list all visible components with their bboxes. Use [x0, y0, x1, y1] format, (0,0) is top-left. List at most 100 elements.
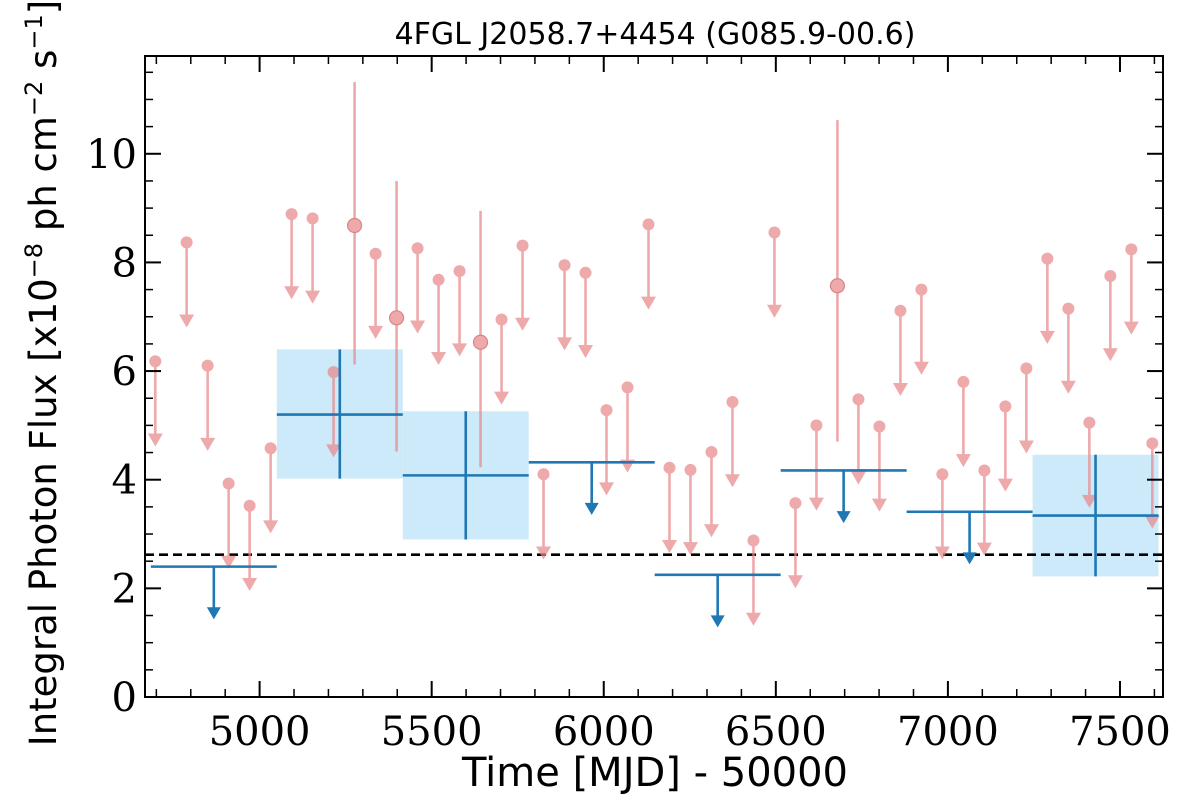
fine-ul-arrow	[1144, 515, 1160, 529]
fine-point	[472, 210, 489, 468]
fine-ul-arrow	[179, 314, 195, 328]
fine-ul-marker	[369, 247, 382, 260]
fine-ul-marker	[411, 242, 424, 255]
fine-ul-marker	[180, 236, 193, 249]
fine-point	[620, 381, 636, 473]
fine-point	[305, 212, 321, 304]
fine-ul-arrow	[557, 337, 573, 351]
fine-ul-marker	[978, 464, 991, 477]
fine-ul-marker	[726, 396, 739, 409]
coarse-bin	[1032, 454, 1159, 577]
tick-labels: 5000 5500 6000 6500 7000 7500 0 2 4 6 8 10	[86, 132, 1171, 755]
y-tick-label: 8	[112, 240, 137, 286]
fine-point	[536, 468, 552, 560]
fine-ul-arrow	[1039, 330, 1055, 344]
fine-ul-marker	[264, 442, 277, 455]
fine-ul-arrow	[452, 343, 468, 357]
fine-point	[388, 180, 405, 452]
fine-ul-marker	[201, 359, 214, 372]
fine-ul-arrow	[599, 482, 615, 496]
fine-ul-arrow	[200, 437, 216, 451]
x-tick-label: 5000	[209, 709, 311, 755]
fine-point	[263, 442, 279, 534]
fine-ul-arrow	[494, 391, 510, 405]
coarse-ul-arrow	[584, 502, 599, 515]
fine-point	[682, 463, 698, 556]
fine-ul-arrow	[578, 344, 594, 358]
fine-ul-marker	[579, 266, 592, 279]
fine-point	[787, 497, 803, 589]
fine-ul-marker	[789, 497, 802, 510]
fine-point	[934, 468, 950, 560]
fine-ul-arrow	[661, 539, 677, 553]
fine-point	[1081, 416, 1097, 508]
fine-ul-arrow	[955, 454, 971, 468]
fine-point	[850, 393, 866, 485]
y-tick-label: 4	[112, 458, 137, 504]
fine-ul-marker	[558, 259, 571, 272]
fine-ul-arrow	[1102, 348, 1118, 362]
coarse-ul-arrow	[206, 607, 221, 620]
fine-point	[1039, 252, 1055, 344]
y-tick-label: 0	[112, 675, 137, 721]
fine-point	[913, 283, 929, 375]
fine-point	[346, 82, 363, 365]
fine-ul-marker	[1062, 302, 1075, 315]
y-tick-label: 2	[112, 566, 137, 612]
fine-ul-marker	[999, 400, 1012, 413]
fine-point	[410, 242, 426, 334]
plot-axes	[144, 55, 1164, 698]
fine-ul-arrow	[766, 304, 782, 318]
chart-title: 4FGL J2058.7+4454 (G085.9-00.6)	[395, 17, 916, 52]
fine-ul-marker	[852, 393, 865, 406]
fine-ul-marker	[747, 534, 760, 547]
fine-ul-arrow	[305, 290, 321, 304]
fine-point	[766, 226, 782, 318]
fine-ul-arrow	[1018, 440, 1034, 454]
fine-point	[452, 265, 468, 357]
fine-marker	[472, 334, 489, 350]
fine-ul-arrow	[871, 498, 887, 512]
fine-point	[808, 419, 824, 511]
fine-point	[599, 404, 615, 496]
fine-ul-marker	[222, 477, 235, 490]
fine-marker	[829, 278, 846, 294]
fine-ul-arrow	[326, 444, 342, 458]
fine-ul-arrow	[242, 577, 258, 591]
coarse-bin	[780, 469, 907, 524]
fine-ul-arrow	[410, 320, 426, 334]
fine-ul-marker	[149, 355, 162, 368]
fine-ul-marker	[873, 420, 886, 433]
fine-point	[1123, 243, 1139, 335]
coarse-bin	[528, 461, 655, 515]
fine-point	[557, 259, 573, 351]
fine-point	[871, 420, 887, 512]
fine-ul-marker	[537, 468, 550, 481]
coarse-ul-arrow	[962, 552, 977, 565]
coarse-bin	[906, 510, 1033, 565]
fine-ul-marker	[1083, 416, 1096, 429]
fine-ul-marker	[432, 273, 445, 286]
fine-point	[640, 218, 656, 310]
fine-point	[221, 477, 237, 569]
fine-ul-arrow	[682, 542, 698, 556]
fine-ul-marker	[768, 226, 781, 239]
y-tick-label: 10	[86, 132, 137, 178]
fine-ul-arrow	[724, 474, 740, 488]
fine-ul-marker	[642, 218, 655, 231]
fine-point	[892, 304, 908, 396]
y-tick-label: 6	[112, 349, 137, 395]
fine-ul-marker	[894, 304, 907, 317]
fine-ul-arrow	[221, 555, 237, 569]
fine-point	[703, 446, 719, 538]
fine-point	[578, 266, 594, 358]
fine-ul-arrow	[808, 497, 824, 511]
fine-point	[661, 461, 677, 553]
fine-point	[829, 120, 846, 442]
fine-ul-arrow	[997, 478, 1013, 492]
fine-point	[179, 236, 195, 328]
fine-point	[1018, 362, 1034, 454]
fine-point	[368, 247, 384, 339]
coarse-bin	[276, 349, 403, 479]
